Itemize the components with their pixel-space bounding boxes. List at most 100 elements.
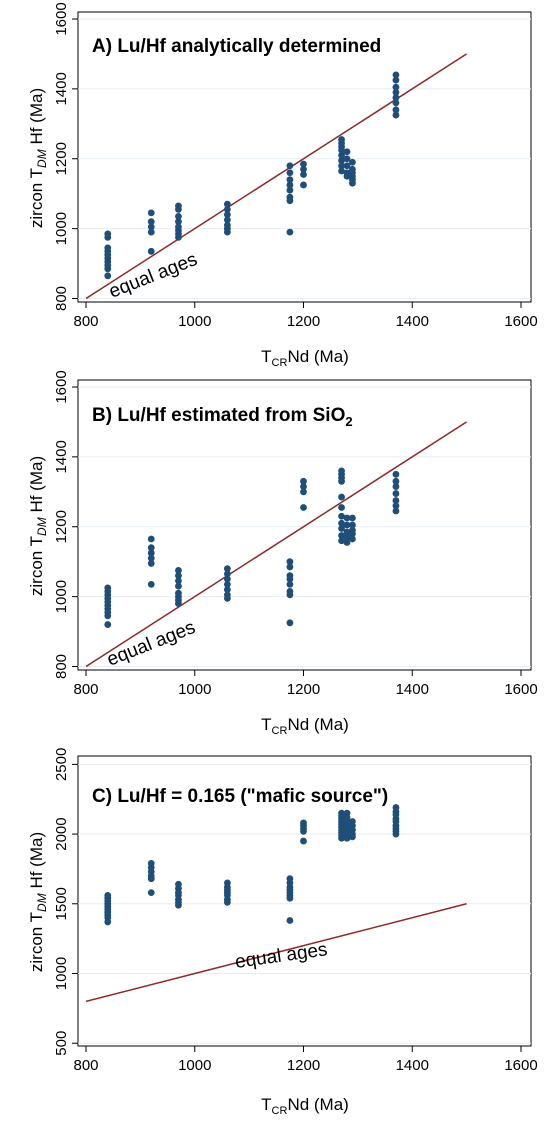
panel-a-data-point <box>300 171 307 178</box>
panel-c-y-ticks: 500 1000 1500 2000 2500 <box>53 748 78 1056</box>
panel-c-data-point <box>175 901 182 909</box>
panel-a-data-point <box>392 111 400 119</box>
panel-a-equal-ages-line <box>85 53 468 300</box>
panel-a-y-tick-label: 1000 <box>53 212 70 245</box>
panel-a-data-point <box>338 146 345 154</box>
panel-b-data-point <box>175 572 182 580</box>
panel-b-data-point <box>338 519 345 527</box>
panel-b-data-point <box>343 539 351 546</box>
panel-b-data-point <box>104 612 112 620</box>
panel-a-data-point <box>104 265 112 273</box>
panel-a-data-point <box>349 179 356 187</box>
panel-b-data-point <box>286 580 294 588</box>
panel-a-data-point <box>147 223 155 231</box>
panel-a-data-point <box>286 228 294 236</box>
panel-b-data-point <box>147 535 155 543</box>
panel-a-data-point <box>338 151 345 159</box>
panel-a-data-point <box>392 71 400 79</box>
panel-a-data-point <box>286 181 294 189</box>
panel-b-data-point <box>343 514 351 522</box>
panel-b-data-point <box>286 563 294 571</box>
panel-c-x-tick-label: 800 <box>73 1057 98 1074</box>
panel-a-data-point <box>392 99 400 107</box>
panel-c: 800 1000 1200 1400 1600 5001000150020002500 … <box>27 748 538 1117</box>
panel-c-title: C) Lu/Hf = 0.165 ("mafic source") <box>92 786 388 807</box>
panel-b-x-tick-label: 800 <box>73 681 98 698</box>
panel-c-data-point <box>286 894 294 902</box>
panel-a-data-point <box>147 209 155 217</box>
panel-a-data-point <box>300 160 307 168</box>
panel-b-data-point <box>300 483 307 490</box>
panel-b-data-point <box>223 565 231 573</box>
panel-b-data-point <box>147 544 155 552</box>
panel-c-x-ticks: 800 1000 1200 1400 1600 <box>73 1046 538 1074</box>
panel-b: 800 1000 1200 1400 1600 8001000120014001600 … <box>27 370 538 737</box>
panel-a-data-point <box>343 155 351 163</box>
panel-c-data-point <box>286 917 294 924</box>
panel-a-data-point <box>392 83 400 91</box>
panel-b-data-point <box>147 560 155 567</box>
panel-b-data-point <box>286 558 294 566</box>
panel-b-x-tick-label: 1000 <box>178 681 211 698</box>
panel-a-data-point <box>223 228 231 236</box>
panel-a: 800 1000 1200 1400 1600 8001000120014001600 … <box>27 2 538 369</box>
panel-c-y-tick-label: 1500 <box>53 887 70 920</box>
panel-c-y-tick-label: 500 <box>53 1031 70 1056</box>
panel-a-data-point <box>338 162 345 170</box>
panel-b-data-point <box>392 490 400 497</box>
panel-b-data-point <box>147 580 155 588</box>
panel-a-data-point <box>175 218 182 226</box>
panel-b-data-point <box>392 477 400 485</box>
panel-b-data-point <box>343 521 351 529</box>
panel-b-x-axis-title: TCRNd (Ma) <box>261 715 349 737</box>
panel-a-y-axis-title: zircon TDM Hf (Ma) <box>27 88 49 228</box>
panel-b-data-point <box>338 532 345 539</box>
panel-c-x-axis-title: TCRNd (Ma) <box>261 1095 349 1117</box>
panel-b-y-tick-label: 1600 <box>53 370 70 403</box>
panel-c-y-tick-label: 1000 <box>53 957 70 990</box>
panel-b-data-point <box>338 493 345 501</box>
panel-b-y-tick-label: 800 <box>53 654 70 679</box>
panel-b-y-ticks: 800 1000 1200 1400 1600 <box>53 370 78 679</box>
panel-a-y-tick-label: 800 <box>53 286 70 311</box>
panel-b-x-tick-label: 1200 <box>287 681 320 698</box>
panel-a-data-point <box>338 167 345 175</box>
panel-b-data-point <box>300 488 307 496</box>
panel-b-data-point <box>300 504 307 511</box>
panel-b-data-point <box>392 483 400 490</box>
panel-b-y-axis-title: zircon TDM Hf (Ma) <box>27 456 49 596</box>
panel-a-data-point <box>147 228 155 236</box>
panel-b-data-point <box>338 525 345 532</box>
panel-a-x-tick-label: 800 <box>73 313 98 330</box>
panel-b-y-tick-label: 1200 <box>53 510 70 543</box>
panel-b-data-point <box>223 594 231 602</box>
panel-b-data-point <box>223 570 231 578</box>
panel-b-data-point <box>286 591 294 599</box>
panel-c-equal-ages-line <box>85 903 467 1003</box>
panel-a-data-point <box>300 181 307 189</box>
panel-c-x-tick-label: 1200 <box>287 1057 320 1074</box>
panel-b-data-point <box>175 600 182 608</box>
panel-b-data-point <box>175 577 182 585</box>
panel-b-data-point <box>338 504 345 511</box>
panel-a-y-tick-label: 1200 <box>53 142 70 175</box>
panel-b-title: B) Lu/Hf estimated from SiO2 <box>92 405 353 429</box>
panel-a-data-point <box>338 157 345 164</box>
panel-c-data-point <box>223 898 231 906</box>
panel-a-data-point <box>392 76 400 84</box>
panel-a-data-point <box>147 218 155 226</box>
panel-b-equal-ages-line <box>85 421 468 668</box>
panel-a-x-ticks: 800 1000 1200 1400 1600 <box>73 302 538 330</box>
panel-b-data-point <box>104 621 112 628</box>
panel-a-data-point <box>343 162 351 170</box>
panel-c-data-point <box>343 834 351 842</box>
panel-a-data-point <box>104 233 112 241</box>
panel-a-data-point <box>175 233 182 241</box>
panel-b-data-point <box>349 530 356 538</box>
panel-a-data-point <box>392 106 400 114</box>
panel-a-data-point <box>223 206 231 213</box>
panel-c-data-point <box>338 834 345 842</box>
panel-b-data-point <box>392 497 400 504</box>
panel-a-x-tick-label: 1200 <box>287 313 320 330</box>
